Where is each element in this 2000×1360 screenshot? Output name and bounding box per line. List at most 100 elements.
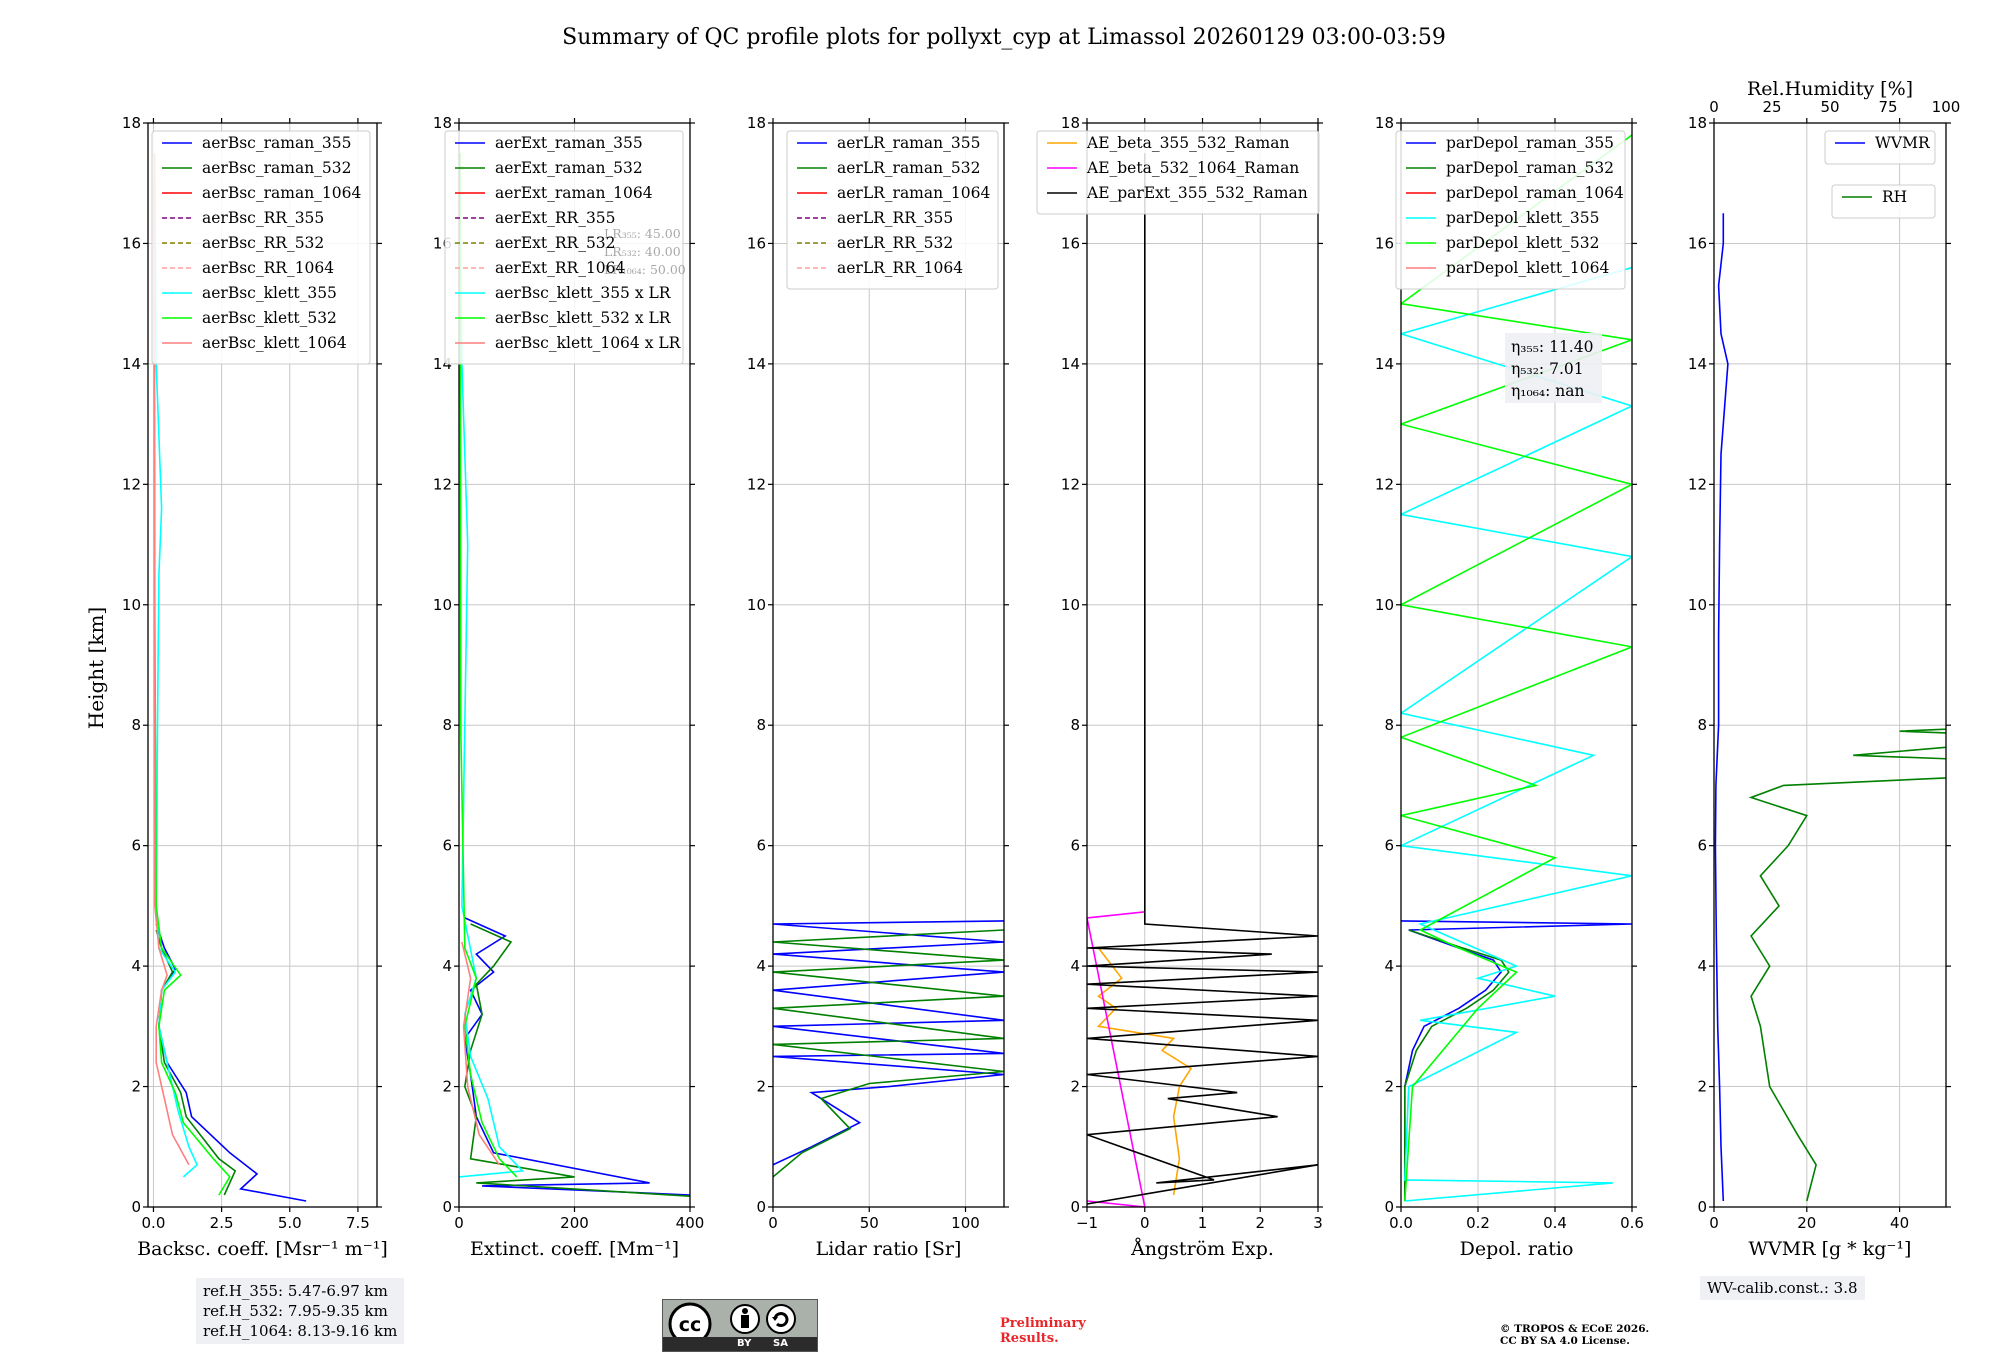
y-tick-label: 14 [747, 355, 766, 373]
series-line-aerExt_raman_532 [463, 923, 690, 1197]
legend-entry: parDepol_raman_1064 [1446, 184, 1624, 202]
y-tick-label: 8 [756, 716, 766, 734]
eta-annotation-box [1505, 333, 1602, 403]
series-line-RH [1748, 728, 1946, 1202]
y-tick-label: 12 [122, 475, 141, 493]
x-tick-label: 200 [560, 1214, 589, 1232]
legend-entry: aerLR_raman_1064 [837, 184, 990, 202]
y-tick-label: 12 [1061, 475, 1080, 493]
legend-entry: aerBsc_klett_1064 [202, 334, 347, 352]
legend-entry: aerBsc_klett_355 [202, 284, 337, 302]
y-tick-label: 0 [131, 1198, 141, 1216]
wv-calibration-box: WV-calib.const.: 3.8 [1700, 1276, 1865, 1300]
y-tick-label: 18 [747, 114, 766, 132]
legend-entry: aerBsc_klett_532 x LR [495, 309, 672, 327]
cc-by-label: BY [737, 1338, 752, 1349]
legend-box [151, 130, 371, 365]
plot-frame [1713, 122, 1947, 1208]
y-tick-label: 12 [747, 475, 766, 493]
copyright-line-1: © TROPOS & ECoE 2026. [1500, 1323, 1650, 1335]
series-line-aerBsc_klett_532 x LR [459, 153, 518, 1178]
y-tick-label: 4 [442, 957, 452, 975]
y-tick-label: 10 [433, 596, 452, 614]
x-tick-label: 0.4 [1543, 1214, 1567, 1232]
x-tick-label: 100 [951, 1214, 980, 1232]
y-tick-label: 12 [1375, 475, 1394, 493]
series-line-parDepol_klett_355 [1401, 266, 1632, 1202]
y-tick-label: 18 [433, 114, 452, 132]
y-tick-label: 0 [1070, 1198, 1080, 1216]
y-tick-label: 14 [122, 355, 141, 373]
y-tick-label: 4 [1070, 957, 1080, 975]
y-tick-label: 10 [1375, 596, 1394, 614]
cc-label: cc [679, 1314, 702, 1336]
legend-entry: AE_parExt_355_532_Raman [1086, 184, 1308, 202]
legend-entry: aerBsc_RR_355 [202, 209, 324, 227]
x-axis-label: Backsc. coeff. [Msr⁻¹ m⁻¹] [137, 1238, 388, 1260]
x-tick-label: 0 [1140, 1214, 1150, 1232]
legend-entry: aerLR_RR_532 [837, 234, 953, 252]
x-tick-label: −1 [1076, 1214, 1098, 1232]
y-tick-label: 16 [747, 234, 766, 252]
series-line-aerBsc_raman_532 [155, 929, 237, 1196]
cc-terms-bar: BY SA [663, 1337, 817, 1351]
y-tick-label: 2 [1384, 1078, 1394, 1096]
x-tick-label: 0 [768, 1214, 778, 1232]
x-tick-label: 1 [1198, 1214, 1208, 1232]
legend-entry: aerExt_RR_355 [495, 209, 616, 227]
plot-frame [772, 122, 1005, 1208]
x-axis-label: Depol. ratio [1460, 1238, 1574, 1260]
legend-entry: AE_beta_355_532_Raman [1086, 134, 1289, 152]
legend-box [1831, 184, 1936, 219]
y-tick-label: 10 [122, 596, 141, 614]
y-tick-label: 6 [1697, 837, 1707, 855]
y-tick-label: 2 [442, 1078, 452, 1096]
y-tick-label: 18 [1061, 114, 1080, 132]
y-tick-label: 6 [756, 837, 766, 855]
x-tick-label: 40 [1890, 1214, 1909, 1232]
y-tick-label: 10 [747, 596, 766, 614]
y-tick-label: 4 [1697, 957, 1707, 975]
legend-entry: aerBsc_raman_355 [202, 134, 352, 152]
copyright-note: © TROPOS & ECoE 2026. CC BY SA 4.0 Licen… [1500, 1323, 1649, 1347]
x-tick-label: 0.6 [1620, 1214, 1644, 1232]
legend-box [786, 130, 999, 290]
legend-entry: parDepol_raman_532 [1446, 159, 1614, 177]
legend-entry: parDepol_klett_355 [1446, 209, 1599, 227]
legend-entry: aerExt_raman_1064 [495, 184, 653, 202]
y-tick-label: 16 [1688, 234, 1707, 252]
x-tick-label: 50 [860, 1214, 879, 1232]
y-tick-label: 8 [1070, 716, 1080, 734]
legend-entry: parDepol_klett_1064 [1446, 259, 1609, 277]
y-tick-label: 0 [756, 1198, 766, 1216]
preliminary-line-2: Results. [1000, 1331, 1059, 1346]
series-line-aerBsc_raman_355 [155, 923, 307, 1202]
series-line-aerBsc_klett_532 [153, 153, 231, 1196]
eta-annotation-line: η₁₀₆₄: nan [1511, 382, 1585, 400]
legend-entry: aerBsc_RR_532 [202, 234, 324, 252]
eta-annotation-line: η₅₃₂: 7.01 [1511, 360, 1584, 378]
legend-entry: aerExt_raman_355 [495, 134, 643, 152]
legend-entry: parDepol_klett_532 [1446, 234, 1599, 252]
y-tick-label: 2 [1070, 1078, 1080, 1096]
legend-entry: WVMR [1875, 134, 1931, 152]
reference-heights-box: ref.H_355: 5.47-6.97 km ref.H_532: 7.95-… [196, 1278, 405, 1344]
ref-height-1064: ref.H_1064: 8.13-9.16 km [203, 1322, 398, 1340]
y-tick-label: 6 [442, 837, 452, 855]
y-tick-label: 2 [131, 1078, 141, 1096]
y-tick-label: 18 [1688, 114, 1707, 132]
legend-entry: aerExt_raman_532 [495, 159, 643, 177]
figure-title: Summary of QC profile plots for pollyxt_… [562, 25, 1446, 50]
legend-box [444, 130, 684, 365]
x-tick-label: 2.5 [210, 1214, 234, 1232]
legend-entry: AE_beta_532_1064_Raman [1086, 159, 1299, 177]
x-axis-label: WVMR [g * kg⁻¹] [1749, 1238, 1912, 1260]
top-x-tick-label: 0 [1709, 98, 1719, 116]
eta-annotation-line: η₃₅₅: 11.40 [1511, 338, 1593, 356]
x-tick-label: 20 [1797, 1214, 1816, 1232]
legend-box [1395, 130, 1626, 290]
y-tick-label: 4 [131, 957, 141, 975]
top-x-axis-label: Rel.Humidity [%] [1747, 78, 1913, 100]
legend-entry: aerBsc_klett_355 x LR [495, 284, 672, 302]
y-tick-label: 4 [1384, 957, 1394, 975]
